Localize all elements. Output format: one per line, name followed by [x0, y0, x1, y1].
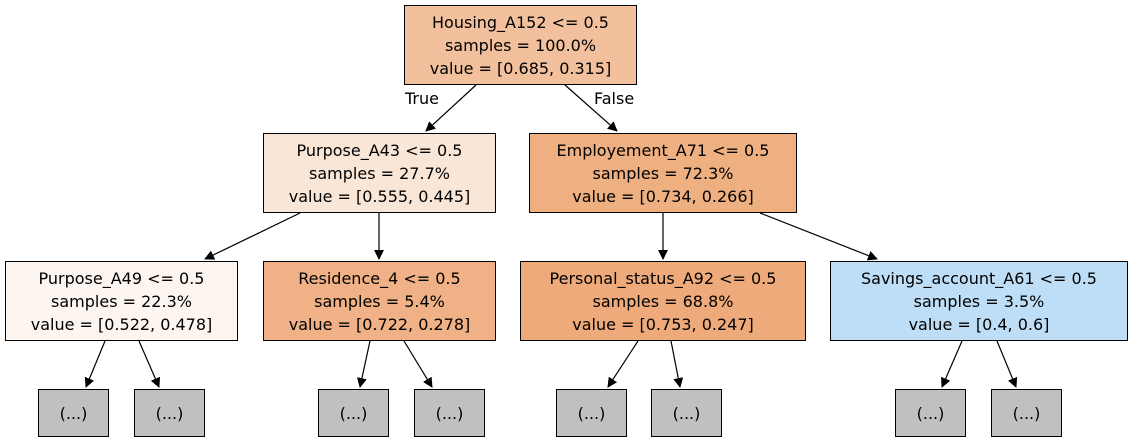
edge-lr-leaf4 [403, 340, 433, 388]
node-condition: Residence_4 <= 0.5 [298, 268, 461, 288]
node-value: value = [0.4, 0.6] [908, 314, 1050, 334]
edge-rr-leaf8 [996, 340, 1018, 388]
node-value: value = [0.753, 0.247] [572, 314, 754, 334]
truncated-leaf: (...) [134, 389, 205, 437]
edge-rr-leaf7 [941, 340, 963, 388]
edge-ll-leaf1 [84, 340, 106, 388]
edge-r-rr [759, 212, 878, 261]
node-condition: Housing_A152 <= 0.5 [432, 12, 609, 32]
truncated-leaf: (...) [318, 389, 389, 437]
edge-label-false: False [594, 89, 635, 108]
node-value: value = [0.722, 0.278] [288, 314, 471, 334]
truncated-leaf: (...) [991, 389, 1062, 437]
node-samples: samples = 68.8% [592, 291, 734, 311]
truncated-leaf: (...) [895, 389, 966, 437]
node-employement-a71: Employement_A71 <= 0.5 samples = 72.3% v… [529, 133, 797, 213]
node-condition: Purpose_A43 <= 0.5 [296, 140, 463, 160]
node-value: value = [0.522, 0.478] [30, 314, 213, 334]
node-samples: samples = 3.5% [913, 291, 1045, 311]
node-purpose-a49: Purpose_A49 <= 0.5 samples = 22.3% value… [5, 261, 238, 341]
node-samples: samples = 27.7% [309, 163, 450, 183]
node-condition: Savings_account_A61 <= 0.5 [861, 268, 1097, 288]
edge-ll-leaf2 [138, 340, 160, 388]
node-samples: samples = 22.3% [51, 291, 192, 311]
node-personal-status-a92: Personal_status_A92 <= 0.5 samples = 68.… [520, 261, 806, 341]
node-condition: Purpose_A49 <= 0.5 [38, 268, 205, 288]
node-samples: samples = 100.0% [444, 35, 597, 55]
node-savings-account-a61: Savings_account_A61 <= 0.5 samples = 3.5… [830, 261, 1128, 341]
edge-root-r [564, 84, 618, 132]
edge-root-l [425, 84, 477, 132]
edge-l-ll [204, 212, 301, 260]
node-value: value = [0.555, 0.445] [288, 186, 471, 206]
edge-label-true: True [405, 89, 439, 108]
node-value: value = [0.685, 0.315] [429, 58, 612, 78]
node-value: value = [0.734, 0.266] [572, 186, 754, 206]
node-samples: samples = 5.4% [314, 291, 445, 311]
truncated-leaf: (...) [414, 389, 485, 437]
edge-lr-leaf3 [357, 340, 371, 388]
edge-rl-leaf5 [607, 340, 639, 388]
node-condition: Personal_status_A92 <= 0.5 [549, 268, 777, 288]
node-root: Housing_A152 <= 0.5 samples = 100.0% val… [404, 5, 637, 85]
truncated-leaf: (...) [651, 389, 722, 437]
truncated-leaf: (...) [556, 389, 627, 437]
truncated-leaf: (...) [38, 389, 109, 437]
node-residence-4: Residence_4 <= 0.5 samples = 5.4% value … [263, 261, 496, 341]
edge-rl-leaf6 [670, 340, 684, 388]
node-purpose-a43: Purpose_A43 <= 0.5 samples = 27.7% value… [263, 133, 496, 213]
node-condition: Employement_A71 <= 0.5 [556, 140, 770, 160]
node-samples: samples = 72.3% [592, 163, 734, 183]
